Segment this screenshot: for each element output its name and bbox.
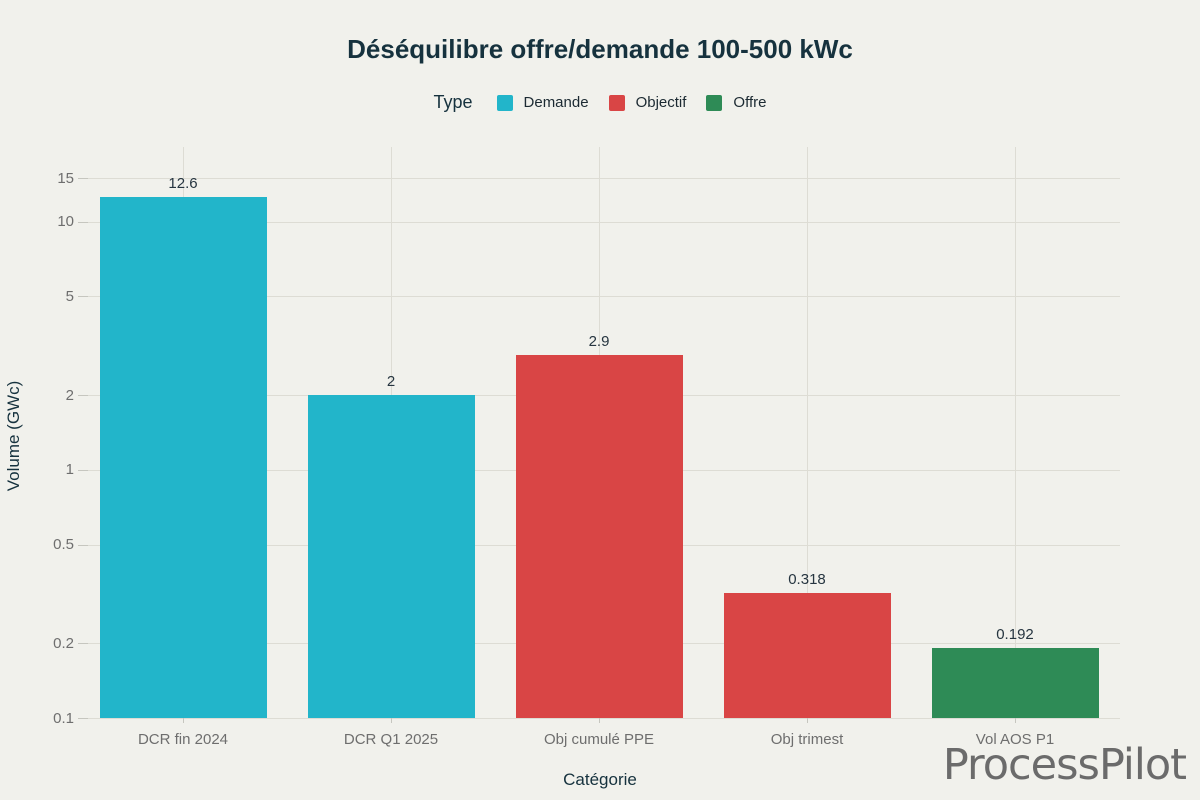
- legend: Type Demande Objectif Offre: [0, 92, 1200, 113]
- x-axis-tick: [1015, 718, 1016, 723]
- legend-item-demande: Demande: [496, 94, 589, 111]
- bar-vol-aos-p1: [931, 647, 1099, 718]
- y-gridline: [88, 296, 1120, 298]
- bar-dcr-fin-2024: [99, 196, 267, 718]
- x-tick-label: Obj trimest: [770, 731, 844, 748]
- watermark-logo: ProcessPilot: [942, 740, 1187, 790]
- bar-value-label: 2.9: [588, 333, 610, 351]
- legend-swatch-icon: [608, 94, 625, 111]
- x-gridline: [1015, 147, 1016, 718]
- y-tick-label: 0.2: [53, 634, 74, 652]
- y-axis-tick: [78, 221, 88, 223]
- legend-title: Type: [433, 92, 473, 112]
- x-axis-tick: [807, 718, 808, 723]
- y-tick-label: 10: [57, 213, 74, 231]
- legend-item-label: Offre: [733, 94, 767, 111]
- bar-value-label: 12.6: [168, 174, 198, 192]
- y-axis-tick: [78, 469, 88, 471]
- y-tick-label: 15: [57, 169, 74, 187]
- y-axis-tick: [78, 178, 88, 179]
- legend-swatch-icon: [496, 94, 513, 111]
- bar-dcr-q1-2025: [307, 395, 475, 718]
- legend-items: Demande Objectif Offre: [496, 94, 767, 111]
- y-axis-tick: [78, 395, 88, 397]
- x-axis-tick: [599, 718, 600, 723]
- x-tick-label: Vol AOS P1: [975, 731, 1055, 748]
- x-tick-label: DCR fin 2024: [137, 731, 229, 748]
- y-tick-label: 1: [65, 461, 74, 479]
- legend-swatch-icon: [706, 94, 723, 111]
- x-tick-label: Obj cumulé PPE: [543, 731, 655, 748]
- x-tick-label: DCR Q1 2025: [343, 731, 439, 748]
- y-tick-label: 0.5: [53, 536, 74, 554]
- x-axis-tick: [183, 718, 184, 723]
- x-gridline: [807, 147, 808, 718]
- bar-value-label: 2: [386, 373, 396, 391]
- y-axis-tick: [78, 643, 88, 645]
- legend-item-objectif: Objectif: [608, 94, 687, 111]
- y-gridline: [88, 718, 1120, 719]
- y-tick-label: 0.1: [53, 709, 74, 727]
- x-axis-title: Catégorie: [563, 770, 637, 789]
- x-axis-tick: [391, 718, 392, 723]
- y-tick-label: 5: [65, 287, 74, 305]
- y-gridline: [88, 221, 1120, 223]
- bar-value-label: 0.318: [788, 571, 826, 589]
- legend-item-label: Demande: [523, 94, 589, 111]
- legend-item-offre: Offre: [706, 94, 767, 111]
- bar-value-label: 0.192: [996, 625, 1034, 643]
- bar-obj-trimest: [723, 593, 891, 718]
- y-tick-label: 2: [65, 386, 74, 404]
- y-axis-tick: [78, 718, 88, 719]
- bar-obj-cumul-ppe: [515, 355, 683, 718]
- chart-title: Déséquilibre offre/demande 100-500 kWc: [347, 34, 853, 64]
- y-axis-title: Volume (GWc): [4, 380, 23, 492]
- y-axis-tick: [78, 544, 88, 546]
- legend-item-label: Objectif: [635, 94, 687, 111]
- y-axis-tick: [78, 296, 88, 298]
- y-gridline: [88, 178, 1120, 179]
